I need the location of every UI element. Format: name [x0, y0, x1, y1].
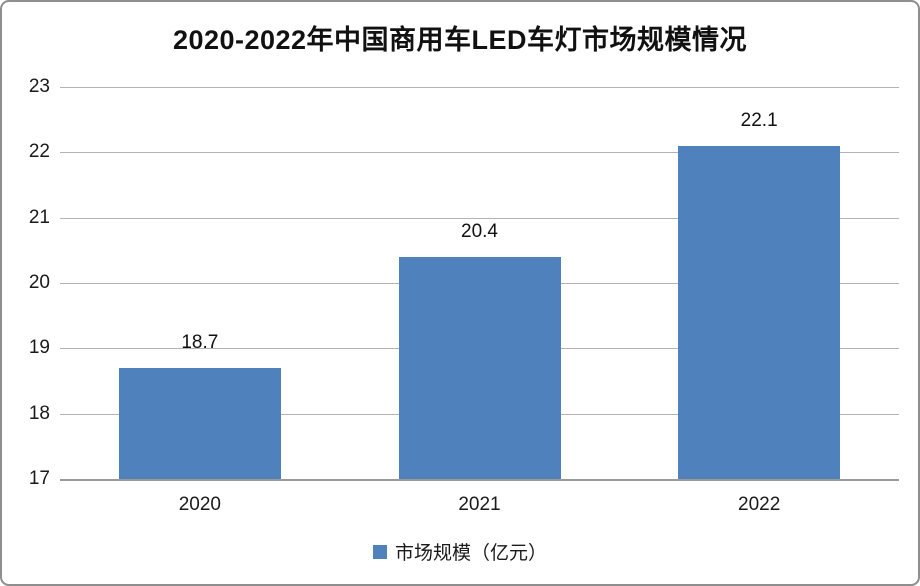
- y-axis-tick-label: 22: [28, 141, 50, 163]
- chart-title: 2020-2022年中国商用车LED车灯市场规模情况: [172, 25, 748, 55]
- y-axis-tick-label: 17: [28, 468, 50, 489]
- bar-value-label: 20.4: [461, 220, 498, 242]
- gridline: [60, 87, 899, 88]
- gridline: [60, 152, 899, 154]
- legend: 市场规模（亿元）: [2, 538, 918, 565]
- x-axis-category-label: 2022: [738, 494, 781, 515]
- legend-marker-icon: [372, 544, 387, 559]
- bar: [678, 145, 841, 479]
- gridline: [60, 217, 899, 219]
- y-axis-tick-label: 21: [28, 206, 50, 228]
- x-axis-category-label: 2021: [458, 494, 501, 515]
- y-axis-tick-label: 19: [28, 337, 50, 359]
- bar-value-label: 18.7: [181, 331, 219, 353]
- legend-label: 市场规模（亿元）: [394, 543, 547, 564]
- x-axis-line: [60, 479, 899, 481]
- y-axis-tick-label: 18: [28, 402, 50, 424]
- bar: [118, 367, 281, 479]
- bar-value-label: 22.1: [740, 109, 778, 131]
- y-axis-tick-label: 20: [28, 272, 50, 293]
- bar: [398, 256, 561, 479]
- y-axis-tick-label: 23: [28, 76, 50, 97]
- x-axis-category-label: 2020: [178, 494, 221, 515]
